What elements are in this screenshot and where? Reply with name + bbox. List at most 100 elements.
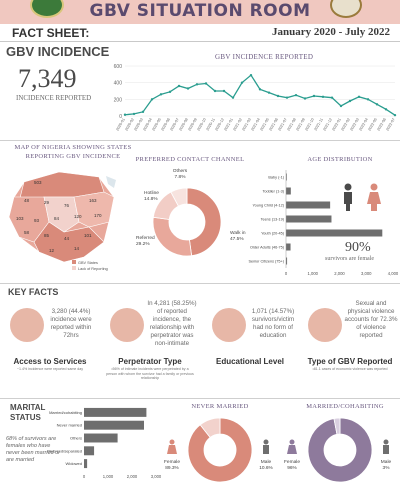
map-label: 12 <box>49 248 55 253</box>
incidence-point <box>195 83 199 86</box>
divider-1 <box>0 140 400 141</box>
marital-status-title: MARITAL STATUS <box>10 403 46 422</box>
incidence-point <box>159 93 163 96</box>
map-lake-shape <box>106 176 116 188</box>
nigeria-map: 503 48 29 76 163 103 93 84 120 170 58 85… <box>8 171 116 271</box>
x-tick-label: 2021-08 <box>286 118 296 132</box>
x-tick-label: 2021-03 <box>241 118 251 132</box>
x-tick-label: 2021-05 <box>259 118 269 132</box>
age-x-tick: 4,000 <box>388 271 399 276</box>
incidence-point <box>303 97 307 100</box>
fact-access-title: Access to Services <box>13 357 87 366</box>
age-gender-icons <box>344 183 381 211</box>
age-category-label: Young Child (4-12) <box>252 204 284 208</box>
incidence-point <box>258 88 262 91</box>
incidence-point <box>132 112 136 116</box>
x-tick-label: 2022-01 <box>331 118 341 132</box>
marital-status-chart: Married/cohabiting Never married Others Div… <box>47 407 162 479</box>
x-tick-label: 2021-04 <box>250 118 260 132</box>
map-label: 84 <box>54 216 60 221</box>
incidence-point <box>240 81 244 84</box>
incidence-point <box>375 103 379 106</box>
donut-label: Others <box>173 168 188 174</box>
donut-label: 3% <box>383 465 391 471</box>
x-tick-label: 2022-05 <box>367 118 377 132</box>
map-legend-swatch-reported <box>72 260 76 264</box>
marital-x-tick: 2,000 <box>127 474 138 479</box>
female-icon-head <box>169 439 175 445</box>
x-tick-label: 2021-01 <box>223 118 233 132</box>
map-label: 76 <box>64 203 70 208</box>
incidence-point <box>267 91 271 94</box>
fact-card-perpetrator: In 4,281 (58.25%) of reported incidence,… <box>100 300 200 380</box>
donut-slice <box>152 216 193 257</box>
female-icon-head <box>370 183 378 191</box>
x-tick-label: 2022-04 <box>358 118 368 132</box>
y-tick-label: 400 <box>114 81 123 87</box>
x-tick-label: 2022-03 <box>349 118 359 132</box>
map-middle-region <box>43 196 80 233</box>
fact-perpetrator-note: •56% of intimate incidents were perpetra… <box>106 367 194 380</box>
age-x-tick: 2,000 <box>334 271 345 276</box>
incidence-point <box>168 90 172 94</box>
fact-card-gbv-type: Sexual and physical violence accounts fo… <box>300 300 400 380</box>
map-label: 48 <box>24 198 30 203</box>
male-icon-head <box>344 183 352 191</box>
married-title: Married/Cohabiting <box>306 403 384 410</box>
header-bar: GBV SITUATION ROOM <box>0 0 400 24</box>
map-label: 93 <box>34 218 40 223</box>
male-icon-head <box>263 439 269 445</box>
x-tick-label: 2020-01 <box>115 118 125 132</box>
coat-of-arms-logo <box>30 0 64 18</box>
map-south-region <box>33 221 105 263</box>
divider-3 <box>0 398 400 399</box>
ministry-seal-logo <box>330 0 362 18</box>
age-bar <box>286 201 331 209</box>
female-icon <box>167 445 177 454</box>
female-percent-caption: survivors are female <box>325 256 374 262</box>
donut-label: 14.8% <box>144 196 158 202</box>
x-tick-label: 2021-11 <box>314 118 324 132</box>
age-distribution-chart: Baby (-1) Toddler (1-3) Young Child (4-12)… <box>248 170 399 276</box>
marital-bar <box>84 433 118 443</box>
map-legend-swatch-lack <box>72 266 76 270</box>
marital-category-label: Divorced/separated <box>47 448 82 453</box>
total-incidence: 7,349 <box>18 64 77 93</box>
age-category-label: Toddler (1-3) <box>262 190 284 194</box>
subheader: FACT SHEET: January 2020 - July 2022 <box>0 24 400 42</box>
map-label: 120 <box>74 214 82 219</box>
map-label: 29 <box>44 200 50 205</box>
x-tick-label: 2020-06 <box>160 118 170 132</box>
fact-education-text: 1,071 (14.57%) survivors/victim had no f… <box>251 308 295 339</box>
map-title: Map of Nigeria Showing States Reporting … <box>14 144 132 160</box>
marital-x-tick: 0 <box>83 474 86 479</box>
y-tick-label: 0 <box>119 114 122 120</box>
incidence-point <box>231 96 235 99</box>
map-legend-reported: GBV States <box>78 261 98 265</box>
map-label: 101 <box>84 233 92 238</box>
marital-category-label: Never married <box>57 423 82 428</box>
never-married-title: Never Married <box>191 403 249 410</box>
fact-sheet-label: FACT SHEET: <box>12 26 90 40</box>
incidence-point <box>186 87 190 90</box>
x-tick-label: 2022-07 <box>385 118 395 132</box>
age-distribution-title: Age Distribution <box>307 156 373 163</box>
x-tick-label: 2021-02 <box>232 118 242 132</box>
female-percent: 90% <box>345 240 371 255</box>
incidence-point <box>348 99 352 103</box>
map-east-region <box>73 191 115 228</box>
map-label: 85 <box>44 233 50 238</box>
donut-slice <box>333 417 341 435</box>
x-tick-label: 2020-05 <box>151 118 161 132</box>
age-category-label: Older Adults (46-75) <box>250 246 285 250</box>
incidence-point <box>123 113 127 116</box>
donut-label: 29.2% <box>136 241 150 247</box>
perpetrator-icon <box>110 308 144 342</box>
donut-label: Female <box>284 459 300 465</box>
male-icon-head <box>383 439 389 445</box>
incidence-line-chart: 02004006002020-012020-022020-032020-0420… <box>114 64 397 132</box>
map-label: 170 <box>94 213 102 218</box>
donut-label: Referred <box>136 235 155 241</box>
